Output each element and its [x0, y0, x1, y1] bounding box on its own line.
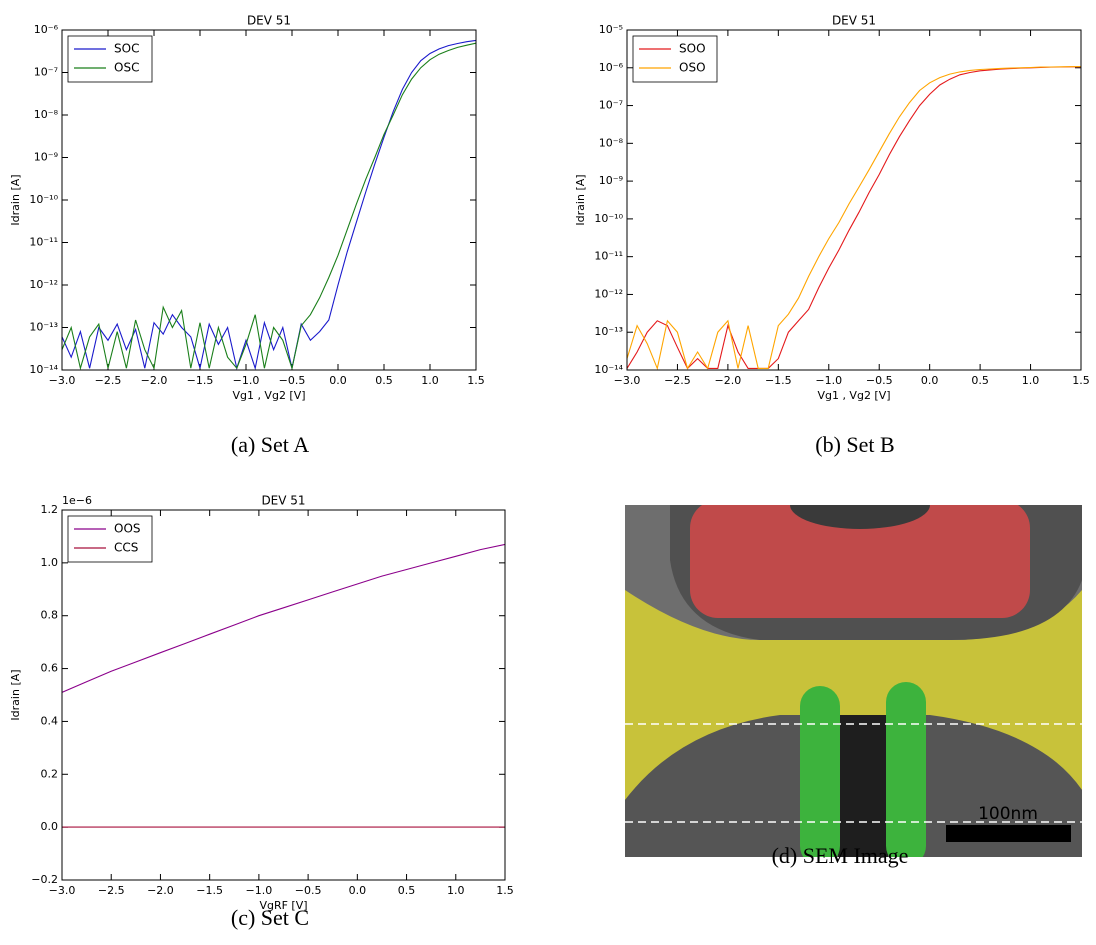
- y-tick-label: 10⁻¹⁰: [29, 193, 58, 206]
- x-tick-label: −0.5: [295, 884, 322, 897]
- x-tick-label: −2.5: [98, 884, 125, 897]
- x-tick-label: −2.0: [147, 884, 174, 897]
- y-tick-label: 10⁻¹¹: [29, 236, 58, 249]
- y-axis-label: Idrain [A]: [9, 669, 22, 720]
- y-tick-label: 10⁻⁶: [599, 61, 624, 74]
- x-tick-label: −1.5: [196, 884, 223, 897]
- legend-label: SOC: [114, 42, 139, 56]
- caption: (b) Set B: [815, 432, 894, 457]
- series-line: [627, 66, 1081, 370]
- axes-frame: [626, 29, 1082, 371]
- y-tick-label: 10⁻¹¹: [594, 250, 623, 263]
- x-tick-label: −3.0: [49, 884, 76, 897]
- x-tick-label: −1.5: [765, 374, 792, 387]
- x-tick-label: 0.0: [921, 374, 939, 387]
- legend-box: [632, 35, 718, 83]
- series-line: [62, 543, 505, 693]
- x-tick-label: −2.5: [664, 374, 691, 387]
- y-tick-label: 0.6: [41, 662, 59, 675]
- y-tick-label: 10⁻¹⁰: [594, 212, 623, 225]
- legend-label: OSC: [114, 61, 139, 75]
- series-line: [62, 42, 476, 370]
- x-tick-label: −3.0: [614, 374, 641, 387]
- legend-box: [67, 515, 153, 563]
- y-tick-label: −0.2: [31, 873, 58, 886]
- y-offset-label: 1e−6: [62, 494, 92, 507]
- caption: (c) Set C: [231, 905, 309, 930]
- x-tick-label: −0.5: [866, 374, 893, 387]
- y-tick-label: 10⁻⁷: [599, 99, 623, 112]
- y-tick-label: 10⁻⁹: [34, 151, 58, 164]
- y-tick-label: 10⁻⁸: [599, 136, 624, 149]
- y-tick-label: 10⁻¹³: [29, 321, 58, 334]
- x-tick-label: −1.5: [187, 374, 214, 387]
- y-tick-label: 0.4: [41, 714, 59, 727]
- x-tick-label: 0.5: [398, 884, 416, 897]
- y-tick-label: 0.8: [41, 609, 59, 622]
- legend-box: [67, 35, 153, 83]
- caption: (a) Set A: [231, 432, 309, 457]
- x-tick-label: −3.0: [49, 374, 76, 387]
- plot-area: [627, 65, 1081, 370]
- y-tick-label: 10⁻¹²: [594, 287, 623, 300]
- y-axis-label: Idrain [A]: [9, 174, 22, 225]
- y-tick-label: 1.0: [41, 556, 59, 569]
- y-tick-label: 10⁻⁹: [599, 174, 623, 187]
- x-tick-label: −2.5: [95, 374, 122, 387]
- sem-image: 100nm: [625, 505, 1082, 857]
- legend-label: OOS: [114, 522, 141, 536]
- x-tick-label: 1.0: [421, 374, 439, 387]
- scale-bar-label: 100nm: [978, 804, 1038, 824]
- x-tick-label: 0.0: [329, 374, 347, 387]
- x-tick-label: −2.0: [141, 374, 168, 387]
- x-axis-label: Vg1 , Vg2 [V]: [817, 389, 890, 402]
- y-tick-label: 10⁻¹⁴: [594, 363, 623, 376]
- x-tick-label: 0.5: [375, 374, 393, 387]
- x-tick-label: −1.0: [233, 374, 260, 387]
- y-tick-label: 1.2: [41, 503, 59, 516]
- y-tick-label: 10⁻¹³: [594, 325, 623, 338]
- caption: (d) SEM Image: [772, 843, 909, 868]
- x-tick-label: 0.5: [971, 374, 989, 387]
- y-tick-label: 0.2: [41, 767, 59, 780]
- x-axis-label: VgRF [V]: [259, 899, 307, 912]
- legend-label: OSO: [679, 61, 706, 75]
- x-tick-label: 0.0: [349, 884, 367, 897]
- chart-title: DEV 51: [832, 14, 876, 28]
- y-tick-label: 10⁻¹²: [29, 278, 58, 291]
- x-tick-label: 1.0: [1022, 374, 1040, 387]
- axes-frame: [61, 509, 506, 881]
- x-tick-label: 1.0: [447, 884, 465, 897]
- legend-label: SOO: [679, 42, 706, 56]
- y-axis-label: Idrain [A]: [574, 174, 587, 225]
- x-tick-label: −1.0: [246, 884, 273, 897]
- legend-label: CCS: [114, 541, 138, 555]
- chart-title: DEV 51: [261, 494, 305, 508]
- x-axis-label: Vg1 , Vg2 [V]: [232, 389, 305, 402]
- series-line: [62, 39, 476, 370]
- x-tick-label: 1.5: [496, 884, 514, 897]
- y-tick-label: 10⁻⁵: [599, 23, 623, 36]
- y-tick-label: 10⁻⁸: [34, 108, 59, 121]
- x-tick-label: −0.5: [279, 374, 306, 387]
- plot-area: [62, 543, 505, 828]
- axes-frame: [61, 29, 477, 371]
- y-tick-label: 10⁻⁷: [34, 66, 58, 79]
- x-tick-label: 1.5: [1072, 374, 1090, 387]
- x-tick-label: −1.0: [815, 374, 842, 387]
- chart-title: DEV 51: [247, 14, 291, 28]
- y-tick-label: 10⁻⁶: [34, 23, 59, 36]
- y-tick-label: 0.0: [41, 820, 59, 833]
- plot-area: [62, 39, 476, 370]
- y-tick-label: 10⁻¹⁴: [29, 363, 58, 376]
- series-line: [627, 65, 1081, 370]
- x-tick-label: −2.0: [715, 374, 742, 387]
- x-tick-label: 1.5: [467, 374, 485, 387]
